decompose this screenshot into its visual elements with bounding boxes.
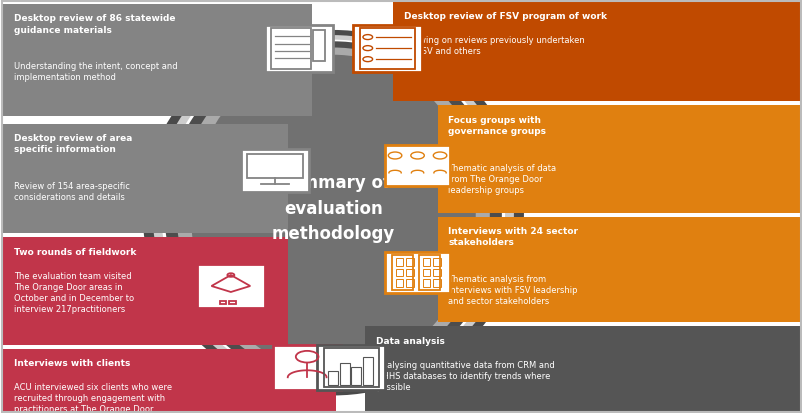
FancyBboxPatch shape: [437, 105, 799, 213]
Ellipse shape: [143, 30, 524, 396]
FancyBboxPatch shape: [241, 149, 309, 192]
Text: Focus groups with
governance groups: Focus groups with governance groups: [448, 116, 545, 136]
FancyBboxPatch shape: [3, 349, 336, 411]
Text: Desktop review of area
specific information: Desktop review of area specific informat…: [14, 134, 132, 154]
Ellipse shape: [191, 55, 475, 370]
FancyBboxPatch shape: [385, 145, 449, 186]
FancyBboxPatch shape: [353, 25, 421, 72]
Text: Understanding the intent, concept and
implementation method: Understanding the intent, concept and im…: [14, 62, 177, 83]
FancyBboxPatch shape: [273, 345, 341, 390]
FancyBboxPatch shape: [365, 326, 799, 411]
FancyBboxPatch shape: [3, 237, 288, 345]
Ellipse shape: [161, 40, 504, 386]
FancyBboxPatch shape: [3, 4, 312, 116]
Text: Review of 154 area-specific
considerations and details: Review of 154 area-specific consideratio…: [14, 182, 129, 202]
FancyBboxPatch shape: [437, 217, 799, 322]
Text: Drawing on reviews previously undertaken
by FSV and others: Drawing on reviews previously undertaken…: [403, 36, 584, 57]
FancyBboxPatch shape: [393, 2, 799, 101]
Text: Thematic analysis from
interviews with FSV leadership
and sector stakeholders: Thematic analysis from interviews with F…: [448, 275, 577, 306]
FancyBboxPatch shape: [385, 252, 449, 293]
Text: ACU interviewed six clients who were
recruited through engagement with
practitio: ACU interviewed six clients who were rec…: [14, 383, 172, 413]
FancyBboxPatch shape: [196, 264, 265, 308]
Text: Interviews with 24 sector
stakeholders: Interviews with 24 sector stakeholders: [448, 227, 577, 247]
Text: Thematic analysis of data
from The Orange Door
leadership groups: Thematic analysis of data from The Orang…: [448, 164, 556, 195]
Text: Analysing quantitative data from CRM and
DHHS databases to identify trends where: Analysing quantitative data from CRM and…: [375, 361, 554, 392]
Ellipse shape: [176, 47, 489, 378]
Ellipse shape: [152, 35, 513, 390]
Text: Interviews with clients: Interviews with clients: [14, 359, 130, 368]
FancyBboxPatch shape: [3, 124, 288, 233]
Text: Summary of
evaluation
methodology: Summary of evaluation methodology: [271, 174, 395, 243]
Text: Desktop review of FSV program of work: Desktop review of FSV program of work: [403, 12, 606, 21]
Text: Two rounds of fieldwork: Two rounds of fieldwork: [14, 248, 136, 257]
Text: The evaluation team visited
The Orange Door areas in
October and in December to
: The evaluation team visited The Orange D…: [14, 272, 134, 314]
FancyBboxPatch shape: [317, 345, 385, 390]
Text: Desktop review of 86 statewide
guidance materials: Desktop review of 86 statewide guidance …: [14, 14, 175, 35]
Ellipse shape: [164, 41, 501, 384]
Text: Data analysis: Data analysis: [375, 337, 444, 346]
FancyBboxPatch shape: [265, 25, 333, 72]
